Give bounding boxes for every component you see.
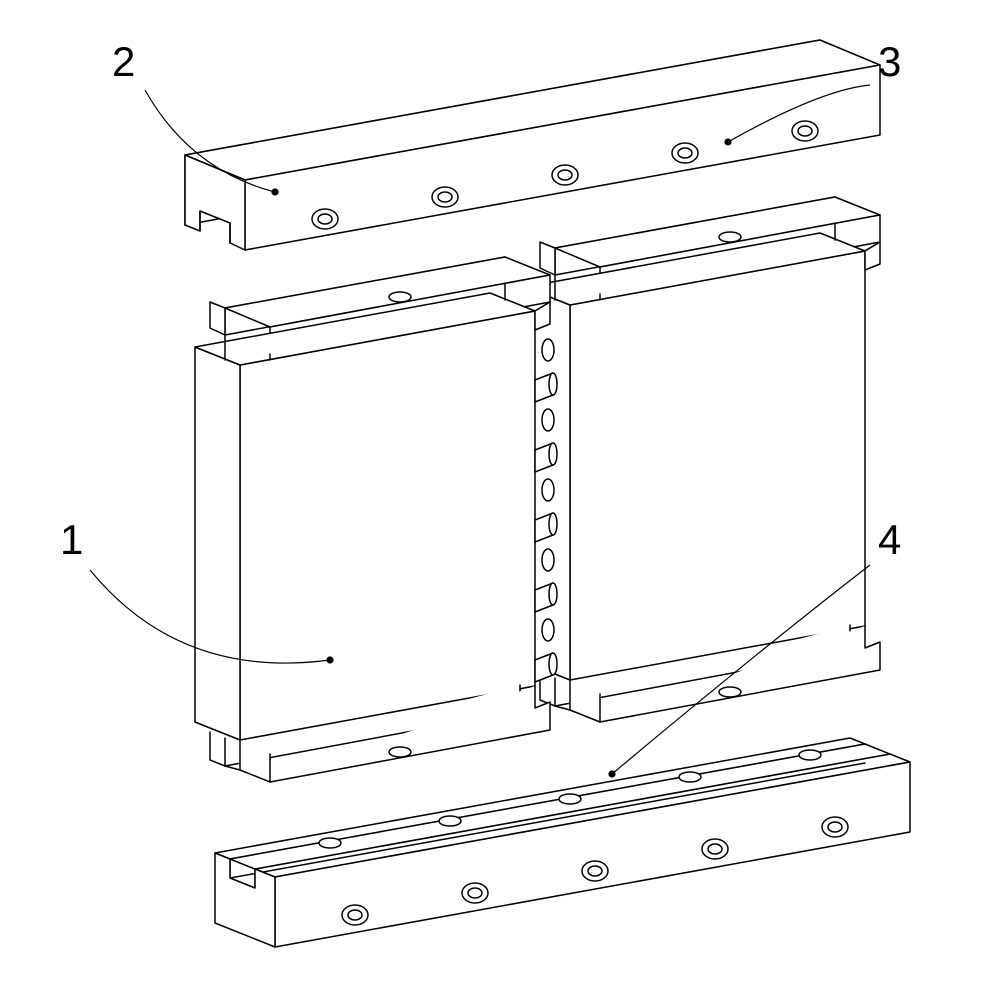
left-panel (195, 257, 557, 782)
callout-label-3: 3 (878, 38, 901, 86)
right-panel (525, 197, 880, 722)
callout-label-2: 2 (112, 38, 135, 86)
callout-label-1: 1 (60, 516, 83, 564)
callout-label-4: 4 (878, 516, 901, 564)
diagram-svg (0, 0, 991, 1000)
technical-diagram: 1 2 3 4 (0, 0, 991, 1000)
